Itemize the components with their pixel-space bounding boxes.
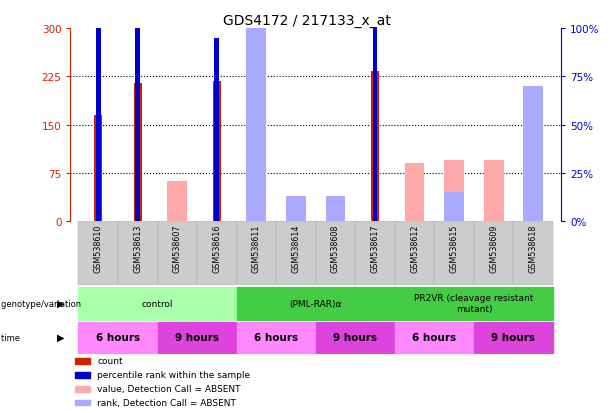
Bar xyxy=(435,222,474,286)
Text: value, Detection Call = ABSENT: value, Detection Call = ABSENT xyxy=(97,385,241,393)
Text: genotype/variation: genotype/variation xyxy=(1,299,84,308)
Text: GSM538609: GSM538609 xyxy=(489,224,498,273)
Text: GSM538607: GSM538607 xyxy=(173,224,182,273)
Bar xyxy=(134,83,142,222)
Text: PR2VR (cleavage resistant
mutant): PR2VR (cleavage resistant mutant) xyxy=(414,294,533,313)
Bar xyxy=(246,121,266,222)
Bar xyxy=(237,322,316,353)
Bar xyxy=(158,222,197,286)
Bar xyxy=(135,0,140,222)
Bar xyxy=(524,87,543,222)
Text: time: time xyxy=(1,333,23,342)
Text: GSM538612: GSM538612 xyxy=(410,224,419,273)
Bar xyxy=(395,287,553,320)
Text: GSM538618: GSM538618 xyxy=(528,224,538,273)
Bar xyxy=(524,127,543,222)
Text: count: count xyxy=(97,356,123,366)
Text: rank, Detection Call = ABSENT: rank, Detection Call = ABSENT xyxy=(97,398,237,407)
Text: 6 hours: 6 hours xyxy=(413,332,457,342)
Text: GSM538613: GSM538613 xyxy=(133,224,142,273)
Text: control: control xyxy=(142,299,173,308)
Text: ▶: ▶ xyxy=(57,298,64,309)
Bar xyxy=(474,322,553,353)
Bar xyxy=(75,400,90,406)
Text: percentile rank within the sample: percentile rank within the sample xyxy=(97,370,251,379)
Bar xyxy=(213,82,221,222)
Bar xyxy=(373,0,378,222)
Bar xyxy=(371,72,379,222)
Bar xyxy=(246,0,266,222)
Bar xyxy=(118,222,158,286)
Bar xyxy=(316,222,356,286)
Text: 6 hours: 6 hours xyxy=(254,332,298,342)
Bar xyxy=(514,222,553,286)
Text: GSM538614: GSM538614 xyxy=(291,224,300,273)
Bar xyxy=(395,222,435,286)
Bar xyxy=(326,197,345,222)
Bar xyxy=(484,161,503,222)
Bar xyxy=(75,358,90,364)
Bar xyxy=(356,222,395,286)
Text: GSM538617: GSM538617 xyxy=(370,224,379,273)
Bar xyxy=(75,372,90,377)
Bar xyxy=(78,287,237,320)
Bar xyxy=(444,193,464,222)
Text: GSM538608: GSM538608 xyxy=(331,224,340,273)
Bar xyxy=(276,222,316,286)
Bar xyxy=(94,116,102,222)
Bar xyxy=(75,386,90,392)
Text: GSM538616: GSM538616 xyxy=(212,224,221,273)
Bar xyxy=(78,222,118,286)
Text: GSM538611: GSM538611 xyxy=(252,224,261,273)
Text: GSM538615: GSM538615 xyxy=(449,224,459,273)
Bar xyxy=(405,164,424,222)
Bar xyxy=(316,322,395,353)
Bar xyxy=(167,182,187,222)
Bar xyxy=(237,222,276,286)
Text: 9 hours: 9 hours xyxy=(175,332,219,342)
Text: ▶: ▶ xyxy=(57,332,64,342)
Bar xyxy=(286,197,306,222)
Bar xyxy=(286,214,306,222)
Text: GSM538610: GSM538610 xyxy=(94,224,103,273)
Text: (PML-RAR)α: (PML-RAR)α xyxy=(289,299,342,308)
Bar xyxy=(237,287,395,320)
Bar xyxy=(215,38,219,222)
Bar xyxy=(96,0,101,222)
Bar xyxy=(197,222,237,286)
Bar xyxy=(474,222,514,286)
Bar xyxy=(444,161,464,222)
Bar xyxy=(326,214,345,222)
Text: 6 hours: 6 hours xyxy=(96,332,140,342)
Text: 9 hours: 9 hours xyxy=(492,332,535,342)
Text: 9 hours: 9 hours xyxy=(333,332,377,342)
Text: GDS4172 / 217133_x_at: GDS4172 / 217133_x_at xyxy=(223,14,390,28)
Bar xyxy=(78,322,158,353)
Bar xyxy=(395,322,474,353)
Bar xyxy=(158,322,237,353)
